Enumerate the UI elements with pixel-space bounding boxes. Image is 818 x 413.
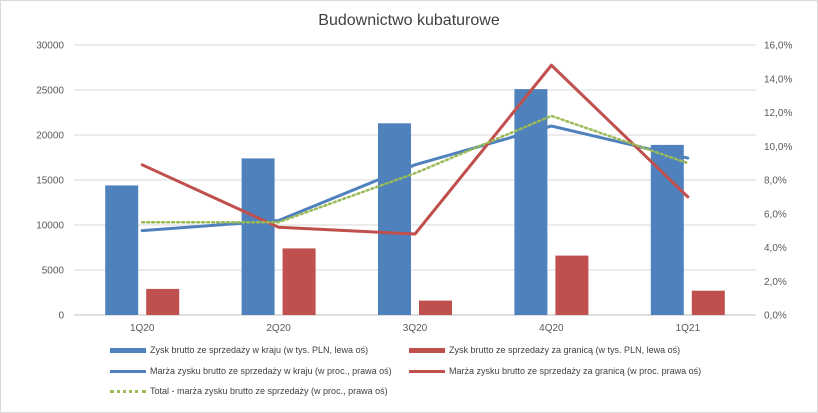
chart-title: Budownictwo kubaturowe: [318, 12, 500, 29]
x-axis-tick-label: 3Q20: [403, 323, 428, 334]
bar: [241, 158, 275, 315]
left-axis-tick-label: 15000: [36, 176, 64, 187]
left-axis-ticks: 0 5000 10000 15000 20000 25000 30000: [36, 41, 64, 322]
bar: [146, 288, 180, 315]
x-axis-tick-label: 1Q20: [130, 323, 155, 334]
bar: [691, 290, 725, 315]
bar: [282, 248, 316, 315]
right-axis-tick-label: 4,0%: [764, 243, 787, 254]
right-axis-tick-label: 8,0%: [764, 176, 787, 187]
right-axis-tick-label: 14,0%: [764, 74, 792, 85]
series-line: [140, 114, 690, 224]
series-line: [140, 63, 690, 236]
bar: [419, 300, 452, 315]
left-axis-tick-label: 5000: [42, 266, 65, 277]
bar: [378, 123, 411, 315]
right-axis-tick-label: 10,0%: [764, 142, 792, 153]
left-axis-tick-label: 10000: [36, 221, 64, 232]
right-axis-tick-label: 12,0%: [764, 108, 792, 119]
x-axis-tick-label: 1Q21: [676, 323, 701, 334]
bar: [105, 185, 139, 315]
right-axis-tick-label: 0,0%: [764, 311, 787, 322]
right-axis-tick-label: 6,0%: [764, 209, 787, 220]
bar: [555, 255, 589, 315]
right-axis-ticks: 0,0% 2,0% 4,0% 6,0% 8,0% 10,0% 12,0% 14,0% 16,0%: [764, 41, 792, 322]
gridlines: [74, 44, 756, 316]
bar: [514, 89, 548, 315]
left-axis-tick-label: 25000: [36, 86, 64, 97]
x-axis-ticks: 1Q20 2Q20 3Q20 4Q20 1Q21: [130, 323, 701, 334]
right-axis-tick-label: 2,0%: [764, 277, 787, 288]
left-axis-tick-label: 30000: [36, 41, 64, 52]
x-axis-tick-label: 2Q20: [266, 323, 291, 334]
left-axis-tick-label: 20000: [36, 131, 64, 142]
x-axis-tick-label: 4Q20: [539, 323, 564, 334]
bar-series: [105, 89, 725, 315]
bar: [650, 144, 684, 315]
line-series: [140, 63, 690, 236]
left-axis-tick-label: 0: [58, 311, 64, 322]
series-line: [140, 124, 690, 233]
right-axis-tick-label: 16,0%: [764, 41, 792, 52]
